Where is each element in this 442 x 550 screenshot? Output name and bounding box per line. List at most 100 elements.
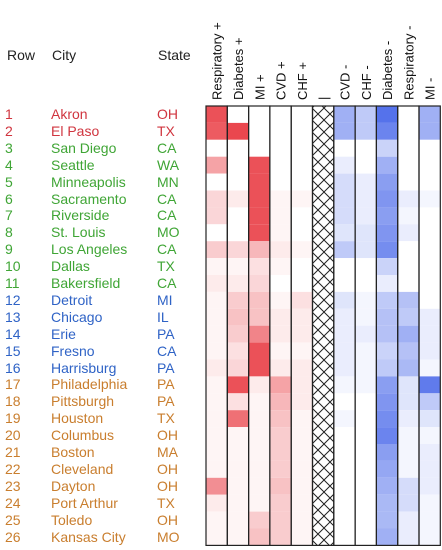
heatmap-cell — [397, 156, 419, 174]
heatmap-cell — [355, 190, 377, 208]
heatmap-cell — [376, 494, 398, 512]
heatmap-cell — [291, 427, 313, 444]
heatmap-cell — [248, 427, 270, 444]
heatmap-cell — [355, 444, 377, 461]
heatmap-cell — [419, 376, 441, 394]
heatmap-cell — [419, 291, 441, 309]
heatmap-cell — [291, 342, 313, 360]
heatmap-cell — [291, 528, 313, 546]
heatmap-cell — [355, 122, 377, 140]
heatmap-cell — [355, 376, 377, 394]
heatmap-cell — [419, 477, 441, 495]
heatmap-cell — [355, 393, 377, 411]
row-row: 2 — [5, 122, 13, 139]
row-city: Cleveland — [51, 460, 114, 477]
heatmap-cell — [291, 173, 313, 191]
heatmap-cell — [269, 444, 292, 461]
heatmap-cell — [206, 241, 228, 259]
heatmap-cell — [397, 427, 419, 444]
heatmap-cell — [376, 410, 398, 428]
row-row: 17 — [5, 376, 21, 393]
row-state: TX — [157, 494, 175, 511]
header-row: Row — [7, 47, 36, 63]
row-city: Dayton — [51, 477, 96, 494]
column-label: Respiratory + — [210, 22, 225, 100]
heatmap-cell — [333, 444, 356, 461]
row-row: 23 — [5, 477, 21, 494]
row-city: Columbus — [51, 427, 115, 444]
heatmap-cell — [227, 139, 249, 157]
row-row: 25 — [5, 511, 21, 528]
row-row: 8 — [5, 224, 13, 241]
heatmap-cell — [355, 494, 377, 512]
heatmap-cell — [355, 410, 377, 428]
heatmap-cell — [227, 241, 249, 259]
heatmap-cell — [248, 106, 270, 123]
heatmap-cell — [355, 308, 377, 326]
heatmap-cell — [419, 494, 441, 512]
row-state: CA — [157, 139, 177, 156]
heatmap-cell — [227, 393, 249, 411]
row-state: OH — [157, 106, 178, 122]
heatmap-cell — [397, 376, 419, 394]
heatmap-cell — [206, 122, 228, 140]
heatmap-cell — [419, 359, 441, 377]
heatmap-cell — [419, 207, 441, 225]
heatmap-cell — [355, 427, 377, 444]
heatmap-cell — [397, 139, 419, 157]
heatmap-cell — [269, 376, 292, 394]
row-city: Erie — [51, 325, 76, 342]
heatmap-cell — [206, 224, 228, 242]
heatmap-cell — [206, 275, 228, 292]
column-label: | — [316, 97, 331, 100]
heatmap-cell — [376, 291, 398, 309]
heatmap-cell — [269, 494, 292, 512]
row-row: 18 — [5, 393, 21, 410]
heatmap-cell — [355, 460, 377, 478]
heatmap-cell — [355, 173, 377, 191]
row-row: 11 — [5, 275, 20, 291]
heatmap-cell — [227, 224, 249, 242]
row-state: MA — [157, 444, 178, 460]
heatmap-cell — [269, 410, 292, 428]
row-city: Los Angeles — [51, 241, 128, 258]
heatmap-cell — [397, 224, 419, 242]
heatmap-cell — [397, 106, 419, 123]
heatmap-cell — [333, 460, 356, 478]
heatmap-cell — [376, 460, 398, 478]
heatmap-cell — [355, 241, 377, 259]
heatmap-cell — [227, 359, 249, 377]
separator-column — [311, 105, 335, 546]
heatmap-cell — [419, 258, 441, 275]
column-label: CHF + — [295, 62, 310, 100]
row-state: MO — [157, 528, 180, 545]
heatmap-cell — [206, 258, 228, 275]
row-city: Detroit — [51, 291, 93, 308]
row-row: 6 — [5, 190, 13, 207]
heatmap-cell — [333, 359, 356, 377]
heatmap-cell — [227, 511, 249, 529]
heatmap-cell — [397, 494, 419, 512]
heatmap-cell — [269, 275, 292, 292]
row-state: CA — [157, 275, 177, 291]
row-row: 16 — [5, 359, 21, 376]
heatmap-cell — [269, 325, 292, 343]
heatmap-cell — [206, 376, 228, 394]
column-label: CVD + — [274, 61, 289, 100]
heatmap-cell — [333, 173, 356, 191]
heatmap-cell — [227, 122, 249, 140]
row-city: Pittsburgh — [51, 393, 115, 410]
row-row: 10 — [5, 258, 21, 275]
heatmap-cell — [419, 241, 441, 259]
heatmap-cell — [269, 460, 292, 478]
heatmap-cell — [333, 241, 356, 259]
heatmap-cell — [397, 173, 419, 191]
heatmap-cell — [419, 393, 441, 411]
row-row: 4 — [5, 156, 13, 173]
heatmap-cell — [355, 511, 377, 529]
heatmap-cell — [206, 173, 228, 191]
heatmap-cell — [397, 325, 419, 343]
heatmap-cell — [269, 393, 292, 411]
row-city: Riverside — [51, 207, 110, 224]
heatmap-cell — [355, 342, 377, 360]
